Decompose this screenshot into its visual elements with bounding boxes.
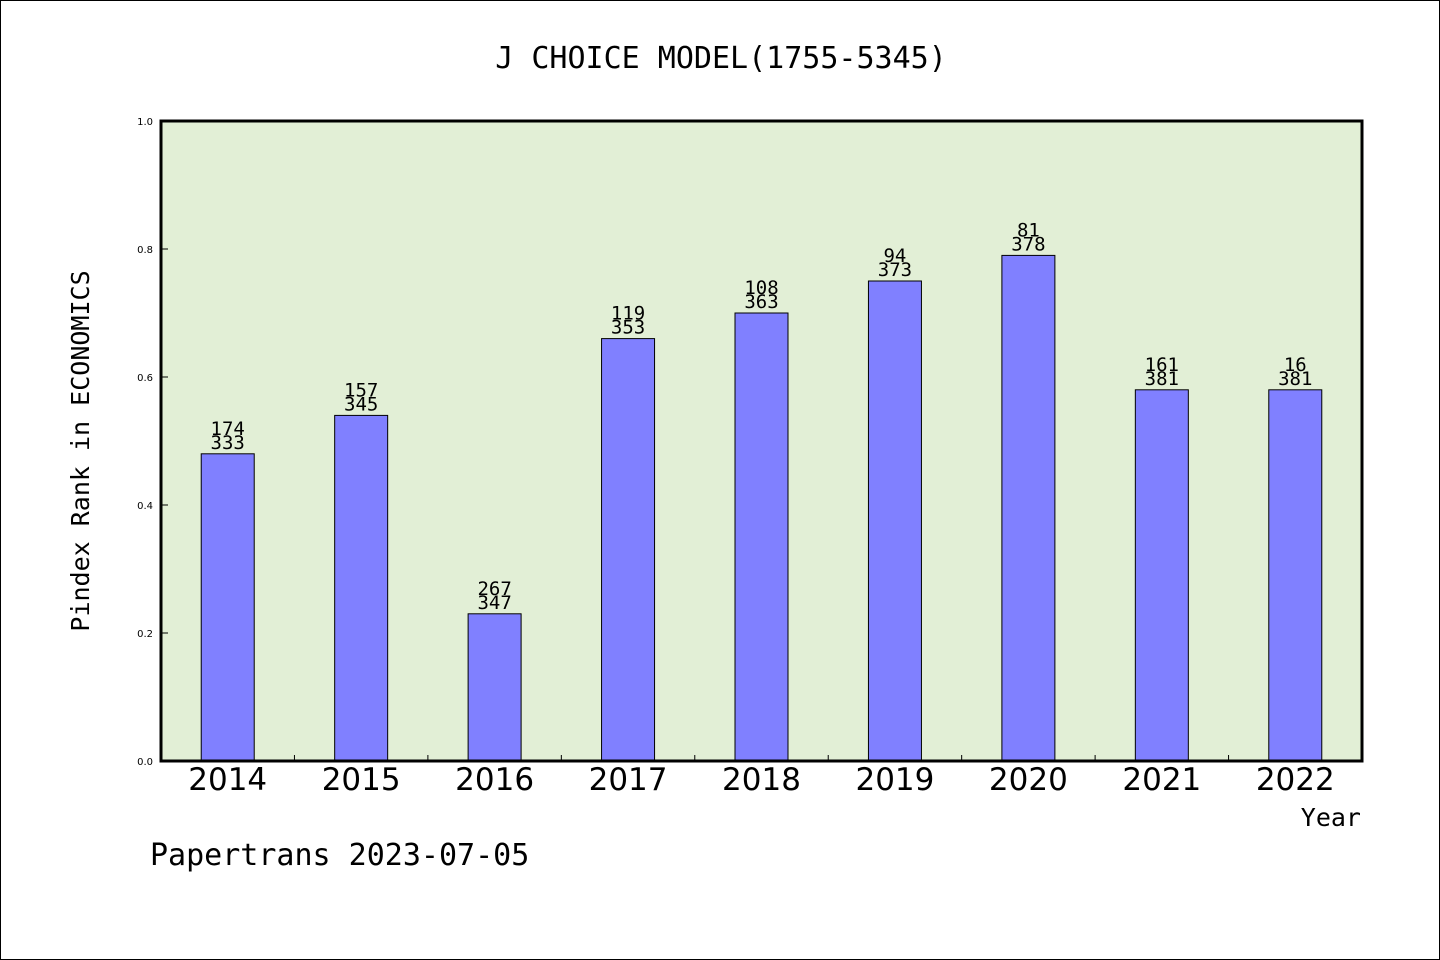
y-tick-label: 0.0: [137, 757, 153, 768]
bar-total-label: 378: [1011, 233, 1045, 255]
chart-title: J CHOICE MODEL(1755-5345): [495, 41, 947, 76]
bar-rank-label: 157: [344, 379, 378, 401]
bar-rank-label: 174: [211, 418, 245, 440]
plot-frame: [159, 119, 1364, 763]
bar-total-label: 363: [744, 291, 778, 313]
bar-2017: [601, 338, 656, 762]
bar-rank-label: 16: [1284, 354, 1307, 376]
x-tick-label: 2014: [188, 762, 267, 798]
bar-2021: [1134, 389, 1189, 762]
x-tick-label: 2017: [589, 762, 668, 798]
y-axis-label: Pindex Rank in ECONOMICS: [66, 270, 95, 631]
bar-total-label: 353: [611, 317, 645, 339]
x-tick-label: 2015: [322, 762, 401, 798]
y-tick-label: 0.4: [137, 501, 153, 512]
bar-2015: [334, 414, 389, 762]
bar-rank-label: 267: [477, 578, 511, 600]
x-axis-label: Year: [1301, 803, 1361, 832]
bar-total-label: 381: [1278, 368, 1312, 390]
bar-2022: [1268, 389, 1323, 762]
x-tick-label: 2018: [722, 762, 801, 798]
x-tick-label: 2016: [455, 762, 534, 798]
bar-rank-label: 81: [1017, 219, 1040, 241]
bars-group: [200, 254, 1323, 762]
x-tick-label: 2020: [989, 762, 1068, 798]
x-tick-label: 2021: [1122, 762, 1201, 798]
bar-total-label: 333: [211, 432, 245, 454]
bar-rank-label: 119: [611, 303, 645, 325]
x-tick-label: 2019: [855, 762, 934, 798]
y-tick-label: 0.8: [137, 245, 153, 256]
bar-2016: [467, 613, 522, 762]
bar-rank-label: 94: [883, 245, 906, 267]
bar-total-label: 373: [878, 259, 912, 281]
bar-rank-label: 161: [1145, 354, 1179, 376]
bar-total-label: 345: [344, 393, 378, 415]
bar-total-label: 347: [477, 592, 511, 614]
bar-2014: [200, 453, 255, 762]
bar-2020: [1001, 254, 1056, 762]
y-tick-label: 0.6: [137, 373, 153, 384]
bar-rank-label: 108: [744, 277, 778, 299]
x-tick-label: 2022: [1256, 762, 1335, 798]
footer-credit: Papertrans 2023-07-05: [150, 838, 529, 873]
bar-2018: [734, 312, 789, 762]
y-tick-label: 0.2: [137, 629, 153, 640]
bar-total-label: 381: [1145, 368, 1179, 390]
bar-2019: [867, 280, 922, 762]
y-tick-label: 1.0: [137, 117, 153, 128]
x-axis-ticks: 2014 2015 2016 2017 2018 2019 2020 2021 2022: [188, 755, 1335, 798]
